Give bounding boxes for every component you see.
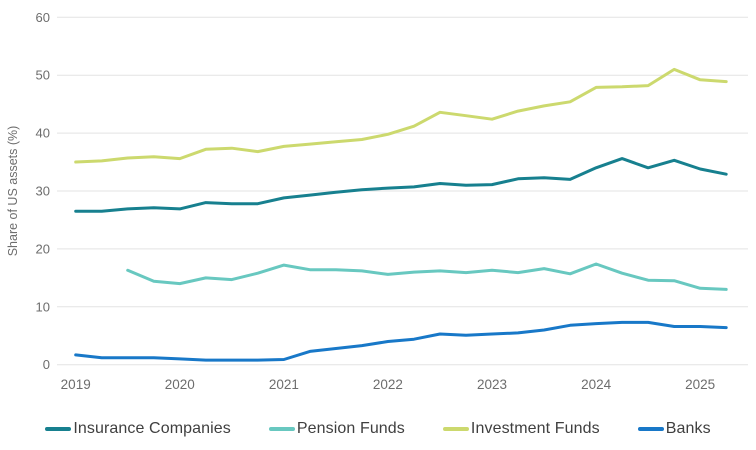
y-axis-title: Share of US assets (%) [6, 126, 20, 257]
line-chart-plot: 0 10 20 30 40 50 60 Share of US assets (%) 2019 2… [6, 10, 748, 392]
y-tick-label: 40 [36, 126, 50, 141]
y-tick-label: 0 [43, 357, 50, 372]
x-tick-label: 2020 [165, 377, 195, 392]
legend-label: Investment Funds [470, 420, 600, 437]
x-tick-label: 2022 [373, 377, 403, 392]
series-line-investment-funds [74, 67, 728, 164]
y-tick-label: 60 [36, 10, 50, 25]
legend-swatch [442, 427, 469, 431]
x-tick-label: 2019 [61, 377, 91, 392]
legend-item-pension-funds: Pension Funds [268, 420, 405, 438]
series-line-pension-funds [126, 262, 728, 291]
legend-label: Banks [665, 420, 711, 437]
legend-swatch [637, 427, 664, 431]
y-tick-label: 50 [36, 68, 50, 83]
legend-swatch [45, 427, 72, 431]
x-tick-label: 2024 [581, 377, 612, 392]
legend-item-banks: Banks [637, 420, 711, 438]
legend: Insurance Companies Pension Funds Investme… [0, 408, 756, 450]
y-tick-label: 10 [36, 299, 50, 314]
legend-item-investment-funds: Investment Funds [442, 420, 600, 438]
legend-item-insurance-companies: Insurance Companies [45, 420, 231, 438]
series-line-insurance-companies [74, 157, 728, 213]
x-tick-label: 2023 [477, 377, 507, 392]
y-tick-label: 30 [36, 184, 50, 199]
series-line-banks [74, 320, 728, 362]
x-tick-label: 2025 [685, 377, 715, 392]
legend-swatch [268, 427, 295, 431]
legend-label: Insurance Companies [73, 420, 231, 437]
x-tick-label: 2021 [269, 377, 299, 392]
legend-label: Pension Funds [296, 420, 405, 437]
y-tick-label: 20 [36, 241, 50, 256]
